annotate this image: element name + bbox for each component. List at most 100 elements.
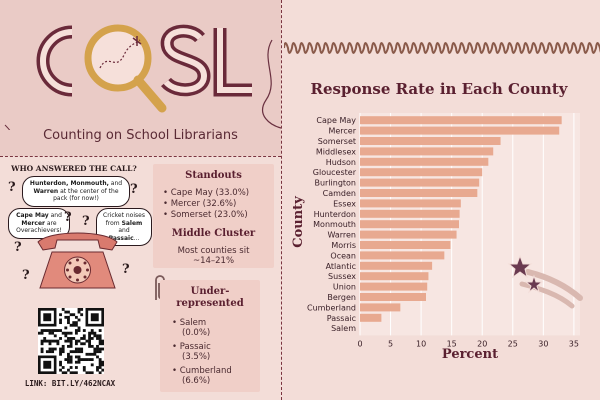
section-divider — [0, 156, 281, 157]
underrepresented-title-2: represented — [176, 298, 244, 309]
y-tick-label: Bergen — [327, 293, 356, 302]
bar-hudson — [360, 157, 489, 166]
bar-atlantic — [360, 261, 433, 270]
y-tick-label: Middlesex — [316, 147, 356, 156]
underrepresented-list: • Salem (0.0%) • Passaic (3.5%) • Cumberland… — [172, 318, 258, 390]
underrepresented-item: • Cumberland (6.6%) — [172, 366, 258, 386]
x-tick-label: 15 — [447, 339, 457, 348]
column-divider — [281, 0, 282, 400]
underrepresented-title-1: Under- — [190, 286, 230, 297]
wavy-line-icon — [261, 39, 281, 129]
bar-sussex — [360, 272, 429, 281]
question-mark-icon: ? — [64, 210, 72, 225]
y-tick-label: Camden — [323, 189, 356, 198]
question-mark-icon: ? — [130, 182, 138, 197]
x-tick-label: 10 — [416, 339, 426, 348]
y-tick-label: Hunterdon — [314, 210, 356, 219]
bar-somerset — [360, 137, 501, 145]
standouts-card: Standouts • Cape May (33.0%) • Mercer (32… — [153, 164, 274, 268]
bubble-center-pack: Hunterdon, Monmouth, and Warren at the c… — [22, 176, 130, 207]
chart-bars — [360, 116, 562, 322]
underrepresented-county: • Passaic — [172, 342, 211, 352]
question-mark-icon: ? — [22, 268, 30, 283]
bar-middlesex — [360, 147, 494, 156]
y-tick-label: Morris — [331, 241, 356, 250]
telephone-icon — [37, 232, 118, 289]
standout-item: • Cape May (33.0%) — [163, 188, 250, 198]
paperclip-icon — [155, 275, 165, 300]
underrepresented-item: • Salem (0.0%) — [172, 318, 258, 338]
magnifier-icon — [84, 24, 152, 92]
y-tick-label: Gloucester — [313, 168, 357, 177]
x-tick-label: 20 — [477, 339, 487, 348]
underrepresented-value: (0.0%) — [182, 328, 211, 338]
y-tick-label: Atlantic — [326, 262, 356, 271]
survey-link[interactable]: LINK: BIT.LY/462NCAX — [24, 379, 116, 388]
x-tick-label: 5 — [388, 339, 393, 348]
bar-warren — [360, 230, 457, 239]
bubble-overachievers: Cape May and Mercer are Overachievers! — [8, 208, 70, 239]
y-tick-label: Mercer — [328, 127, 356, 136]
bar-mercer — [360, 126, 560, 135]
bar-burlington — [360, 178, 480, 187]
y-tick-label: Cumberland — [307, 303, 356, 312]
logo-subtitle: Counting on School Librarians — [43, 128, 238, 143]
bar-essex — [360, 199, 461, 208]
who-answered-title: WHO ANSWERED THE CALL? — [11, 164, 137, 173]
underrepresented-card: Under- represented • Salem (0.0%) • Passai… — [160, 280, 260, 392]
bar-bergen — [360, 293, 426, 301]
bar-monmouth — [360, 220, 459, 229]
bar-cumberland — [360, 303, 401, 312]
y-tick-label: Salem — [331, 324, 356, 333]
bar-union — [360, 282, 428, 291]
y-tick-label: Warren — [327, 231, 356, 240]
bar-morris — [360, 241, 451, 249]
bar-hunterdon — [360, 209, 460, 218]
x-tick-label: 0 — [357, 339, 362, 348]
y-tick-label: Sussex — [328, 272, 356, 281]
underrepresented-county: • Cumberland — [172, 366, 232, 376]
bar-ocean — [360, 251, 445, 260]
chart-title: Response Rate in Each County — [311, 80, 569, 98]
x-tick-label: 35 — [569, 339, 579, 348]
y-tick-label: Passaic — [327, 314, 356, 323]
underrepresented-value: (6.6%) — [182, 376, 211, 386]
underrepresented-item: • Passaic (3.5%) — [172, 342, 258, 362]
x-tick-label: 30 — [538, 339, 548, 348]
question-mark-icon: ? — [82, 214, 90, 229]
bar-camden — [360, 189, 478, 197]
question-mark-icon: ? — [8, 180, 16, 195]
letter-l-icon — [213, 28, 252, 97]
response-rate-chart: Response Rate in Each County Cape May Mer… — [291, 80, 583, 362]
x-tick-label: 25 — [508, 339, 518, 348]
cosl-logo — [4, 24, 281, 130]
middle-cluster-title: Middle Cluster — [171, 228, 256, 239]
bar-gloucester — [360, 168, 483, 177]
shooting-star-icon — [507, 254, 583, 309]
standout-item: • Somerset (23.0%) — [163, 210, 248, 220]
y-tick-label: Union — [333, 283, 356, 292]
bubble-cricket: Cricket noises from Salem and Passaic... — [96, 208, 152, 246]
y-tick-label: Hudson — [326, 158, 356, 167]
chart-y-axis-label: County — [291, 196, 306, 248]
y-tick-label: Monmouth — [313, 220, 356, 229]
y-tick-label: Somerset — [318, 137, 356, 146]
qr-code[interactable] — [38, 308, 104, 374]
y-tick-label: Ocean — [330, 251, 356, 260]
middle-cluster-text: Most counties sit — [177, 246, 250, 256]
underrepresented-county: • Salem — [172, 318, 207, 328]
y-tick-label: Cape May — [316, 116, 356, 125]
y-tick-label: Essex — [333, 199, 356, 208]
phone-cord-icon — [284, 42, 600, 54]
bar-passaic — [360, 313, 382, 322]
chart-x-tick-labels: 0 5 10 15 20 25 30 35 — [357, 339, 579, 348]
underrepresented-value: (3.5%) — [182, 352, 211, 362]
chart-x-axis-label: Percent — [442, 347, 498, 362]
question-mark-icon: ? — [14, 240, 22, 255]
standout-item: • Mercer (32.6%) — [163, 199, 237, 209]
question-mark-icon: ? — [122, 262, 130, 277]
standouts-title: Standouts — [185, 170, 242, 181]
standouts-list: • Cape May (33.0%) • Mercer (32.6%) • Some… — [163, 188, 273, 221]
